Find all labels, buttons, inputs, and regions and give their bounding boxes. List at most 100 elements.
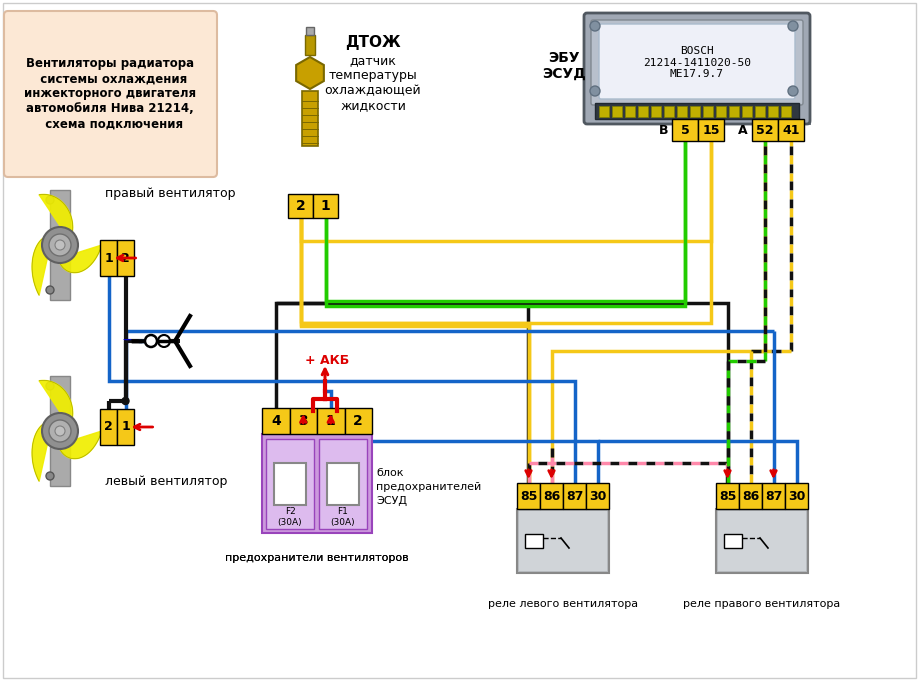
- Text: предохранителей: предохранителей: [376, 482, 482, 492]
- Text: 30: 30: [788, 490, 805, 503]
- Text: 4: 4: [271, 414, 280, 428]
- Text: 86: 86: [543, 490, 560, 503]
- Circle shape: [55, 426, 65, 436]
- Bar: [262, 434, 372, 533]
- Text: + АКБ: + АКБ: [305, 355, 349, 368]
- Bar: [288, 194, 313, 218]
- Text: 85: 85: [520, 490, 538, 503]
- Text: 2: 2: [296, 199, 305, 213]
- Bar: [266, 439, 314, 529]
- Polygon shape: [40, 381, 73, 426]
- Circle shape: [49, 420, 71, 442]
- Bar: [100, 240, 117, 276]
- Bar: [651, 106, 661, 117]
- Bar: [724, 534, 742, 548]
- Bar: [785, 483, 808, 509]
- FancyBboxPatch shape: [584, 13, 810, 124]
- Circle shape: [590, 86, 600, 96]
- Bar: [306, 27, 314, 35]
- Polygon shape: [32, 236, 52, 296]
- FancyBboxPatch shape: [4, 11, 217, 177]
- Text: 2: 2: [104, 420, 113, 434]
- Bar: [586, 483, 609, 509]
- Bar: [50, 190, 70, 300]
- Text: реле левого вентилятора: реле левого вентилятора: [488, 599, 638, 609]
- Text: левый вентилятор: левый вентилятор: [105, 475, 227, 488]
- Circle shape: [46, 241, 54, 249]
- Bar: [742, 106, 752, 117]
- Text: –: –: [122, 334, 130, 348]
- Text: 87: 87: [566, 490, 584, 503]
- Text: датчик
температуры
охлаждающей
жидкости: датчик температуры охлаждающей жидкости: [324, 54, 421, 112]
- Bar: [729, 106, 739, 117]
- Polygon shape: [296, 57, 323, 89]
- Bar: [698, 119, 724, 141]
- Bar: [563, 483, 586, 509]
- Bar: [612, 106, 622, 117]
- Text: ЭБУ
ЭСУД: ЭБУ ЭСУД: [542, 51, 586, 81]
- Bar: [716, 483, 739, 509]
- Polygon shape: [40, 195, 73, 240]
- Circle shape: [42, 227, 78, 263]
- Circle shape: [46, 427, 54, 435]
- Bar: [117, 409, 134, 445]
- Bar: [595, 103, 799, 119]
- Text: –: –: [125, 334, 131, 348]
- Bar: [117, 240, 134, 276]
- Text: 1: 1: [321, 199, 330, 213]
- Circle shape: [590, 21, 600, 31]
- Bar: [752, 119, 778, 141]
- Bar: [739, 483, 762, 509]
- Bar: [525, 534, 543, 548]
- Text: F1
(30A): F1 (30A): [331, 507, 356, 526]
- Bar: [672, 119, 698, 141]
- Circle shape: [122, 398, 129, 405]
- Text: BOSCH
21214-1411020-50
ME17.9.7: BOSCH 21214-1411020-50 ME17.9.7: [643, 46, 751, 79]
- Text: 52: 52: [756, 123, 774, 136]
- Bar: [289, 408, 317, 434]
- Circle shape: [49, 234, 71, 256]
- Text: 85: 85: [719, 490, 736, 503]
- Text: 41: 41: [782, 123, 800, 136]
- Bar: [274, 463, 306, 505]
- Bar: [755, 106, 765, 117]
- Circle shape: [55, 240, 65, 250]
- Circle shape: [46, 286, 54, 294]
- Bar: [317, 408, 345, 434]
- Bar: [718, 511, 806, 571]
- Bar: [625, 106, 635, 117]
- Bar: [768, 106, 778, 117]
- Text: 86: 86: [742, 490, 759, 503]
- Circle shape: [46, 472, 54, 480]
- Text: F2
(30A): F2 (30A): [278, 507, 302, 526]
- Bar: [638, 106, 648, 117]
- Bar: [305, 35, 315, 55]
- Text: Вентиляторы радиатора
  системы охлаждения
инжекторного двигателя
автомобиля Нив: Вентиляторы радиатора системы охлаждения…: [24, 57, 196, 131]
- Bar: [716, 106, 726, 117]
- Bar: [302, 91, 318, 146]
- Circle shape: [42, 413, 78, 449]
- Bar: [690, 106, 700, 117]
- Circle shape: [145, 335, 157, 347]
- Text: 1: 1: [326, 414, 335, 428]
- Bar: [327, 463, 359, 505]
- Text: 87: 87: [765, 490, 782, 503]
- Text: ДТОЖ: ДТОЖ: [346, 35, 401, 50]
- Bar: [599, 106, 609, 117]
- Bar: [664, 106, 674, 117]
- Text: А: А: [738, 123, 748, 136]
- Circle shape: [46, 382, 54, 390]
- Circle shape: [46, 196, 54, 204]
- Bar: [313, 194, 338, 218]
- Bar: [50, 376, 70, 486]
- Bar: [262, 408, 289, 434]
- Bar: [517, 509, 609, 573]
- Bar: [591, 20, 811, 125]
- Text: 1: 1: [121, 420, 130, 434]
- Text: 2: 2: [121, 251, 130, 264]
- Bar: [517, 483, 540, 509]
- Text: 2: 2: [354, 414, 363, 428]
- Circle shape: [788, 86, 798, 96]
- Bar: [319, 439, 367, 529]
- Bar: [778, 119, 804, 141]
